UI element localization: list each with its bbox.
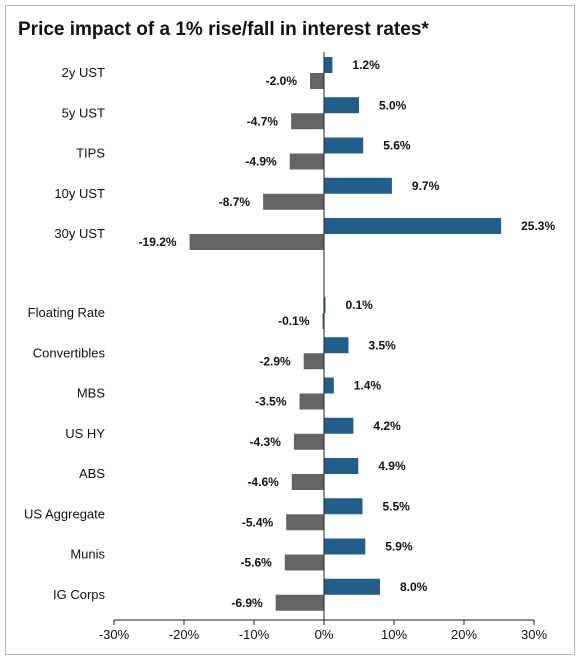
bar-fall-10y-ust bbox=[263, 193, 324, 210]
bar-rise-floating-rate bbox=[324, 297, 326, 313]
bar-fall-munis bbox=[284, 554, 324, 571]
bar-rise-ig-corps bbox=[324, 578, 380, 595]
category-label-abs: ABS bbox=[79, 466, 105, 481]
label-fall-mbs: -3.5% bbox=[255, 395, 287, 409]
label-fall-floating-rate: -0.1% bbox=[278, 314, 310, 328]
bar-fall-2y-ust bbox=[310, 73, 324, 89]
bar-fall-5y-ust bbox=[291, 113, 324, 130]
label-rise-us-aggregate: 5.5% bbox=[383, 499, 411, 513]
label-fall-convertibles: -2.9% bbox=[259, 354, 291, 368]
category-label-us-aggregate: US Aggregate bbox=[24, 506, 105, 521]
category-label-tips: TIPS bbox=[76, 146, 105, 161]
label-rise-us-hy: 4.2% bbox=[373, 419, 401, 433]
label-rise-tips: 5.6% bbox=[383, 139, 411, 153]
bar-rise-convertibles bbox=[324, 337, 349, 354]
bar-fall-floating-rate bbox=[322, 313, 324, 329]
label-rise-munis: 5.9% bbox=[385, 540, 413, 554]
category-label-5y-ust: 5y UST bbox=[62, 105, 105, 120]
label-fall-10y-ust: -8.7% bbox=[219, 195, 251, 209]
label-fall-us-hy: -4.3% bbox=[250, 435, 282, 449]
bar-rise-10y-ust bbox=[324, 177, 392, 194]
x-tick-label: 30% bbox=[521, 627, 547, 642]
bar-fall-abs bbox=[291, 474, 324, 490]
bar-fall-us-hy bbox=[293, 433, 324, 450]
category-label-munis: Munis bbox=[70, 547, 105, 562]
bar-fall-tips bbox=[289, 153, 324, 170]
label-fall-munis: -5.6% bbox=[240, 556, 272, 570]
category-label-ig-corps: IG Corps bbox=[53, 587, 106, 602]
bar-rise-tips bbox=[324, 137, 364, 154]
x-tick-label: -20% bbox=[169, 627, 200, 642]
label-fall-5y-ust: -4.7% bbox=[247, 114, 279, 128]
x-tick-label: 10% bbox=[381, 627, 407, 642]
x-tick-label: -10% bbox=[239, 627, 270, 642]
label-rise-5y-ust: 5.0% bbox=[379, 98, 407, 112]
label-rise-30y-ust: 25.3% bbox=[521, 219, 555, 233]
bar-rise-5y-ust bbox=[324, 97, 359, 114]
category-label-30y-ust: 30y UST bbox=[54, 226, 105, 241]
bar-fall-mbs bbox=[299, 393, 324, 410]
category-label-2y-ust: 2y UST bbox=[62, 65, 105, 80]
label-fall-ig-corps: -6.9% bbox=[231, 596, 263, 610]
category-label-us-hy: US HY bbox=[65, 426, 105, 441]
chart-title: Price impact of a 1% rise/fall in intere… bbox=[18, 19, 429, 40]
category-label-convertibles: Convertibles bbox=[33, 345, 106, 360]
label-fall-us-aggregate: -5.4% bbox=[242, 515, 274, 529]
label-rise-mbs: 1.4% bbox=[354, 379, 382, 393]
bar-rise-munis bbox=[324, 538, 366, 555]
category-label-floating-rate: Floating Rate bbox=[28, 305, 105, 320]
x-tick-label: 20% bbox=[451, 627, 477, 642]
bar-rise-abs bbox=[324, 458, 359, 474]
label-rise-floating-rate: 0.1% bbox=[346, 298, 374, 312]
bar-rise-mbs bbox=[324, 377, 334, 394]
bar-rise-30y-ust bbox=[324, 218, 502, 234]
x-tick-label: 0% bbox=[315, 627, 334, 642]
label-rise-ig-corps: 8.0% bbox=[400, 580, 428, 594]
label-fall-abs: -4.6% bbox=[247, 475, 279, 489]
chart-frame bbox=[5, 5, 575, 655]
label-rise-10y-ust: 9.7% bbox=[412, 179, 440, 193]
bar-fall-30y-ust bbox=[189, 234, 324, 250]
label-fall-30y-ust: -19.2% bbox=[139, 235, 177, 249]
label-fall-2y-ust: -2.0% bbox=[266, 74, 298, 88]
bar-rise-2y-ust bbox=[324, 57, 333, 73]
label-rise-convertibles: 3.5% bbox=[369, 338, 397, 352]
label-rise-abs: 4.9% bbox=[378, 459, 406, 473]
bar-fall-us-aggregate bbox=[286, 514, 324, 531]
category-label-10y-ust: 10y UST bbox=[54, 186, 105, 201]
label-rise-2y-ust: 1.2% bbox=[352, 58, 380, 72]
bar-fall-convertibles bbox=[303, 353, 324, 370]
category-label-mbs: MBS bbox=[77, 386, 106, 401]
bar-rise-us-hy bbox=[324, 417, 354, 434]
bar-rise-us-aggregate bbox=[324, 498, 363, 515]
bar-fall-ig-corps bbox=[275, 594, 324, 611]
x-tick-label: -30% bbox=[99, 627, 130, 642]
label-fall-tips: -4.9% bbox=[245, 155, 277, 169]
